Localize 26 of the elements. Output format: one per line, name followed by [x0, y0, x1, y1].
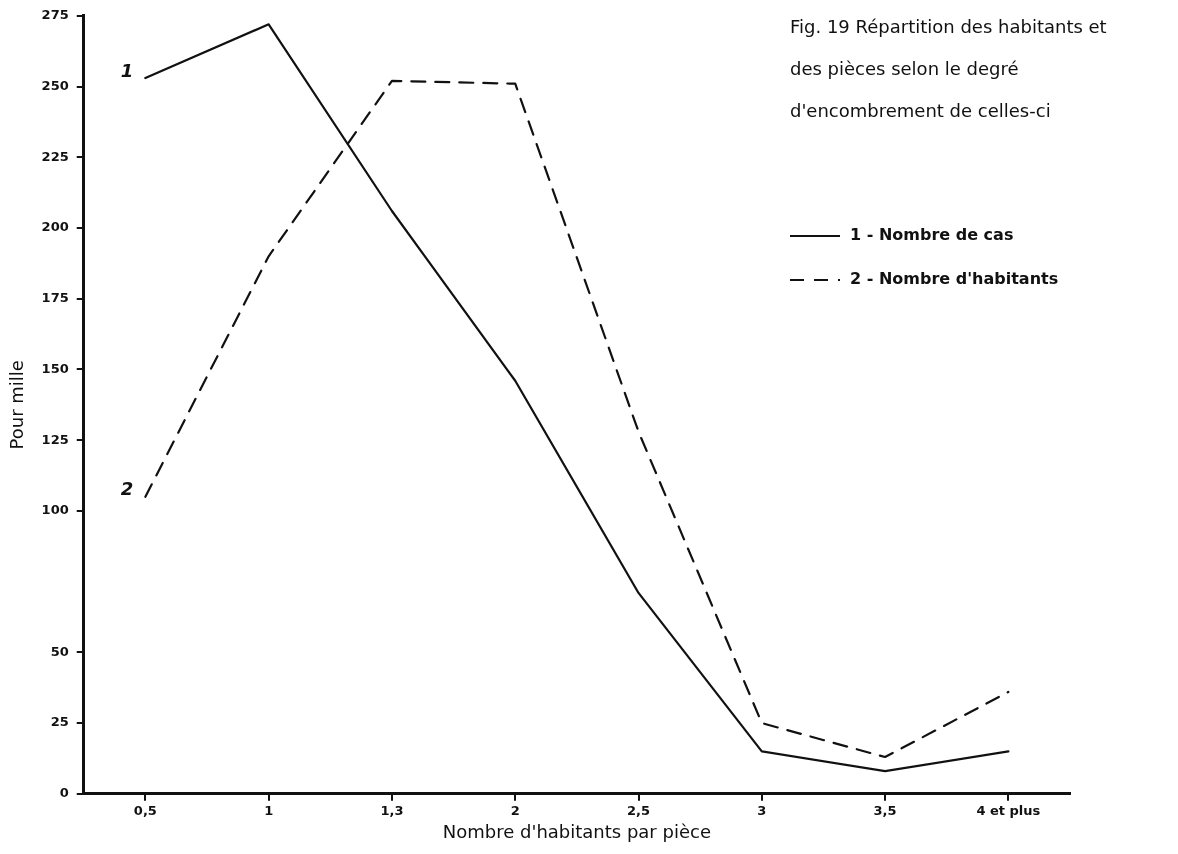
y-tick-label: 125	[41, 431, 69, 447]
y-tick-label: 275	[41, 7, 69, 23]
y-tick-label: 100	[41, 502, 69, 518]
x-tick-label: 2,5	[626, 802, 651, 818]
y-tick-label: 175	[41, 290, 69, 306]
legend-label: 2 - Nombre d'habitants	[850, 269, 1059, 289]
y-tick-label: 225	[41, 148, 69, 164]
annotation: 2	[120, 478, 134, 500]
text: Fig. 19 Répartition des habitants et des pièces selon le degré d'encombrement de celles-ci	[790, 15, 1108, 123]
y-tick-label: 25	[50, 714, 69, 730]
annotation: 1	[120, 59, 134, 81]
y-axis-title: Pour mille	[6, 360, 28, 450]
x-tick-label: 1	[264, 802, 274, 818]
x-tick-label: 1,3	[380, 802, 404, 818]
y-tick-label: 50	[50, 643, 69, 659]
legend-label: 1 - Nombre de cas	[850, 225, 1014, 245]
x-tick-label: 3	[757, 802, 767, 818]
y-tick-label: 250	[41, 77, 69, 93]
x-tick-label: 4 et plus	[976, 802, 1041, 818]
y-tick-label: 0	[59, 785, 69, 801]
x-tick-label: 3,5	[873, 802, 897, 818]
x-tick-label: 0,5	[133, 802, 157, 818]
y-tick-label: 200	[41, 219, 69, 235]
x-axis-title: Nombre d'habitants par pièce	[442, 820, 711, 842]
x-tick-label: 2	[510, 802, 520, 818]
y-tick-label: 150	[41, 360, 69, 376]
